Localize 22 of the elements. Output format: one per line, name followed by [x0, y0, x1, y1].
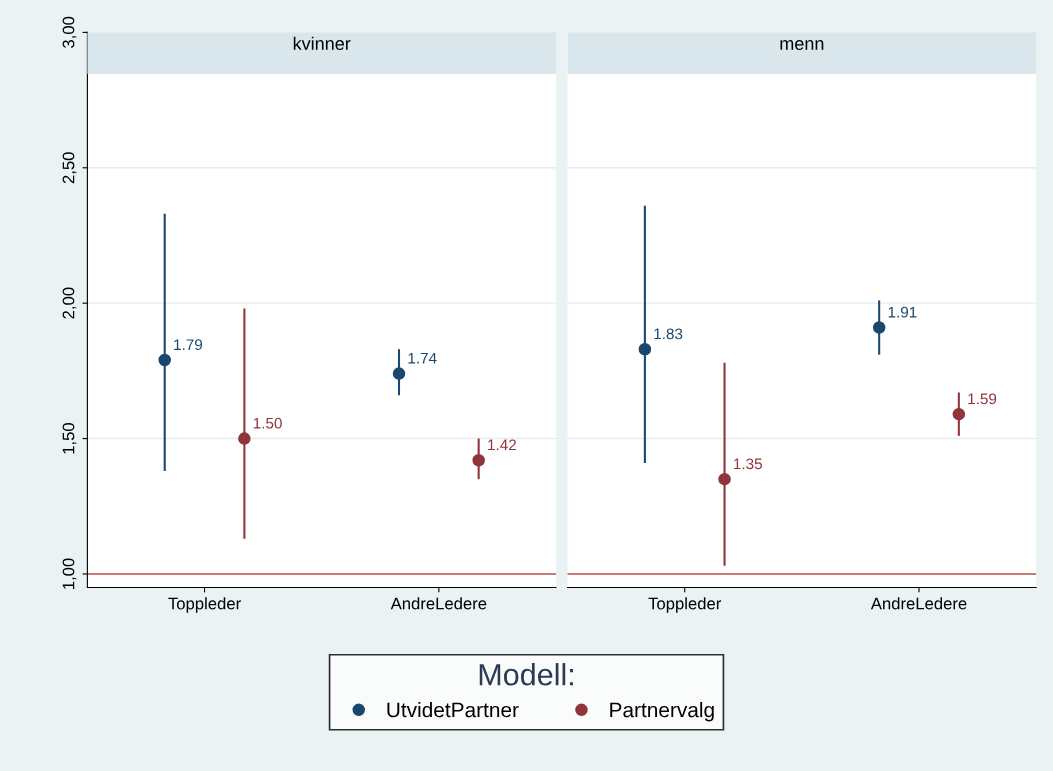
data-label: 1.74 — [408, 352, 437, 364]
legend-label: Partnervalg — [610, 701, 714, 722]
data-label: 1.42 — [488, 439, 516, 451]
data-label: 1.91 — [888, 306, 917, 318]
x-tick-label: AndreLedere — [390, 597, 487, 610]
data-label: 1.50 — [253, 417, 282, 429]
data-label: 1.79 — [174, 339, 203, 351]
chart-title: kvinner — [293, 36, 351, 50]
x-tick-label: Toppleder — [168, 597, 241, 613]
y-tick-label: 3,00 — [62, 16, 77, 48]
y-tick-label: 2,00 — [62, 287, 77, 319]
y-tick-label: 2,50 — [62, 152, 77, 184]
x-tick-label: AndreLedere — [870, 597, 967, 610]
data-label: 1.83 — [654, 328, 683, 340]
x-tick-label: Toppleder — [648, 597, 722, 613]
chart-title: menn — [780, 40, 824, 50]
y-tick-label: 1,00 — [62, 558, 77, 589]
data-label: 1.59 — [968, 393, 997, 405]
y-tick-label: 1,50 — [62, 423, 77, 454]
legend-label: UtvidetPartner — [387, 701, 519, 718]
legend-title: Modell: — [479, 663, 573, 686]
data-label: 1.35 — [734, 458, 762, 470]
